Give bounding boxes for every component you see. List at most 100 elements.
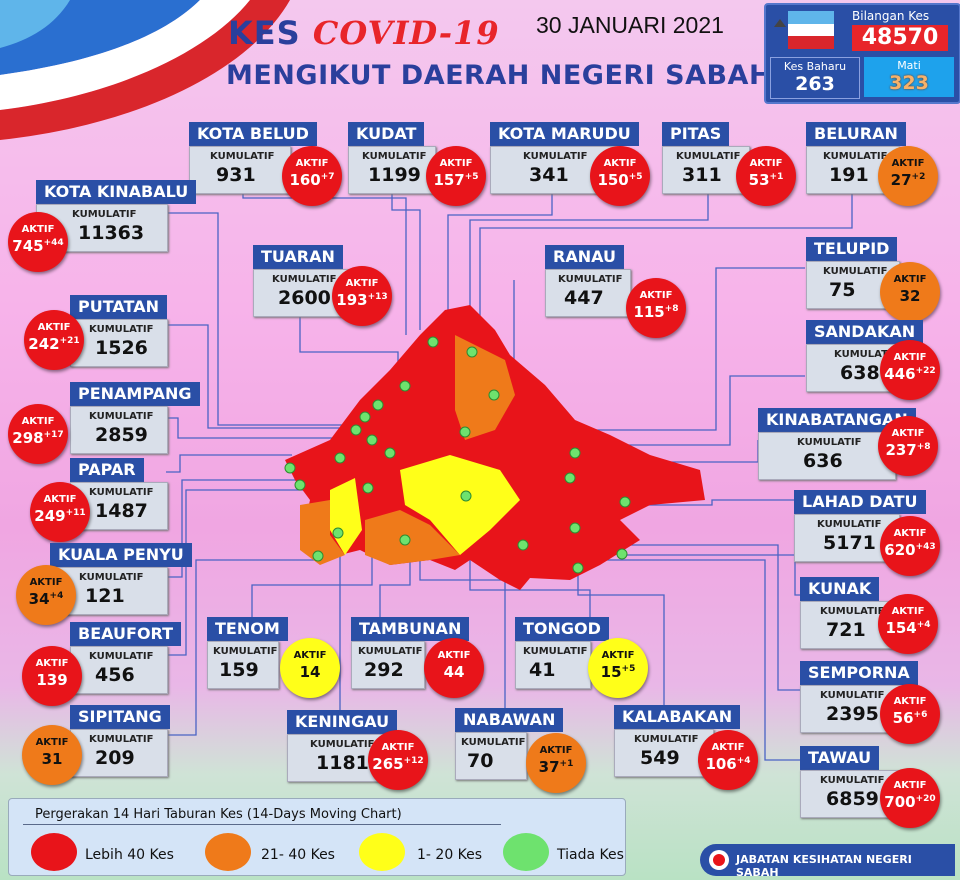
aktif-value: 446+22 (880, 365, 940, 383)
aktif-badge: AKTIF 193+13 (332, 266, 392, 326)
aktif-badge: AKTIF 53+1 (736, 146, 796, 206)
kumulatif-value: 5171 (823, 532, 876, 554)
kumulatif-value: 75 (829, 279, 856, 301)
legend-divider (23, 824, 501, 825)
aktif-badge: AKTIF 139 (22, 646, 82, 706)
aktif-badge: AKTIF 157+5 (426, 146, 486, 206)
kumulatif-label: KUMULATIF (676, 151, 741, 162)
kumulatif-value: 70 (467, 750, 494, 772)
aktif-label: AKTIF (891, 428, 925, 439)
aktif-value: 27+2 (878, 171, 938, 189)
aktif-value: 242+21 (24, 335, 84, 353)
aktif-count: 56 (892, 709, 914, 727)
legend-red-label: Lebih 40 Kes (85, 847, 174, 863)
district-box: KUMULATIF 70 (455, 732, 527, 780)
kumulatif-label: KUMULATIF (89, 734, 154, 745)
aktif-count: 37 (538, 758, 560, 776)
aktif-value: 115+8 (626, 303, 686, 321)
aktif-count: 15 (600, 663, 622, 681)
kumulatif-label: KUMULATIF (213, 646, 278, 657)
district-name-beluran: BELURAN (806, 122, 906, 146)
aktif-badge: AKTIF 115+8 (626, 278, 686, 338)
kumulatif-label: KUMULATIF (820, 606, 885, 617)
aktif-new: +44 (43, 238, 64, 248)
kumulatif-label: KUMULATIF (523, 151, 588, 162)
new-cases-value: 263 (795, 73, 835, 95)
aktif-value: 237+8 (878, 441, 938, 459)
kumulatif-value: 159 (219, 659, 259, 681)
kumulatif-label: KUMULATIF (89, 651, 154, 662)
kumulatif-label: KUMULATIF (89, 411, 154, 422)
aktif-value: 32 (880, 287, 940, 305)
aktif-count: 106 (705, 755, 737, 773)
aktif-label: AKTIF (711, 742, 745, 753)
kumulatif-label: KUMULATIF (310, 739, 375, 750)
aktif-label: AKTIF (293, 650, 327, 661)
district-box: KUMULATIF 209 (70, 729, 168, 777)
footer-banner: JABATAN KESIHATAN NEGERI SABAH (700, 844, 955, 879)
aktif-label: AKTIF (381, 742, 415, 753)
district-box: KUMULATIF 75 (806, 261, 900, 309)
district-name-tenom: TENOM (207, 617, 288, 641)
kumulatif-value: 636 (803, 450, 843, 472)
new-cases-box: Kes Baharu 263 (770, 57, 860, 99)
aktif-value: 14 (280, 663, 340, 681)
district-name-tongod: TONGOD (515, 617, 609, 641)
district-name-kudat: KUDAT (348, 122, 425, 146)
aktif-badge: AKTIF 745+44 (8, 212, 68, 272)
kumulatif-label: KUMULATIF (797, 437, 862, 448)
legend-orange-label: 21- 40 Kes (261, 847, 335, 863)
legend-yellow-dot (359, 833, 405, 871)
kumulatif-value: 2859 (95, 424, 148, 446)
aktif-value: 160+7 (282, 171, 342, 189)
legend-green-label: Tiada Kes (557, 847, 624, 863)
kumulatif-value: 721 (826, 619, 866, 641)
aktif-badge: AKTIF 150+5 (590, 146, 650, 206)
total-cases-label: Bilangan Kes (852, 9, 930, 23)
aktif-value: 34+4 (16, 590, 76, 608)
aktif-badge: AKTIF 106+4 (698, 730, 758, 790)
aktif-count: 31 (41, 750, 63, 768)
aktif-label: AKTIF (35, 658, 69, 669)
aktif-new: +8 (916, 442, 931, 452)
district-name-penampang: PENAMPANG (70, 382, 200, 406)
aktif-new: +8 (664, 304, 679, 314)
aktif-badge: AKTIF 14 (280, 638, 340, 698)
kumulatif-value: 6380 (840, 362, 893, 384)
kumulatif-value: 191 (829, 164, 869, 186)
kumulatif-value: 1181 (316, 752, 369, 774)
kumulatif-label: KUMULATIF (89, 324, 154, 335)
aktif-label: AKTIF (43, 494, 77, 505)
aktif-new: +13 (367, 292, 388, 302)
aktif-count: 44 (443, 663, 465, 681)
aktif-count: 32 (899, 287, 921, 305)
kumulatif-label: KUMULATIF (820, 690, 885, 701)
aktif-new: +20 (915, 794, 936, 804)
aktif-count: 446 (884, 365, 916, 383)
district-name-kunak: KUNAK (800, 577, 880, 601)
legend-orange-dot (205, 833, 251, 871)
kumulatif-label: KUMULATIF (210, 151, 275, 162)
aktif-value: 15+5 (588, 663, 648, 681)
aktif-badge: AKTIF 37+1 (526, 733, 586, 793)
new-cases-label: Kes Baharu (783, 60, 847, 73)
district-box: KUMULATIF 2859 (70, 406, 168, 454)
aktif-count: 620 (884, 541, 916, 559)
total-cases-value: 48570 (852, 25, 948, 51)
aktif-new: +1 (769, 172, 784, 182)
aktif-new: +1 (559, 759, 574, 769)
aktif-new: +5 (621, 664, 636, 674)
kumulatif-label: KUMULATIF (362, 151, 427, 162)
district-name-kota-belud: KOTA BELUD (189, 122, 317, 146)
legend-title: Pergerakan 14 Hari Taburan Kes (14-Days … (35, 807, 402, 822)
aktif-count: 298 (12, 429, 44, 447)
kumulatif-label: KUMULATIF (461, 737, 526, 748)
district-box: KUMULATIF 41 (515, 641, 591, 689)
aktif-label: AKTIF (749, 158, 783, 169)
aktif-new: +4 (916, 620, 931, 630)
aktif-badge: AKTIF 154+4 (878, 594, 938, 654)
title-prefix: KES (228, 14, 301, 52)
aktif-badge: AKTIF 31 (22, 725, 82, 785)
aktif-count: 53 (748, 171, 770, 189)
aktif-value: 31 (22, 750, 82, 768)
